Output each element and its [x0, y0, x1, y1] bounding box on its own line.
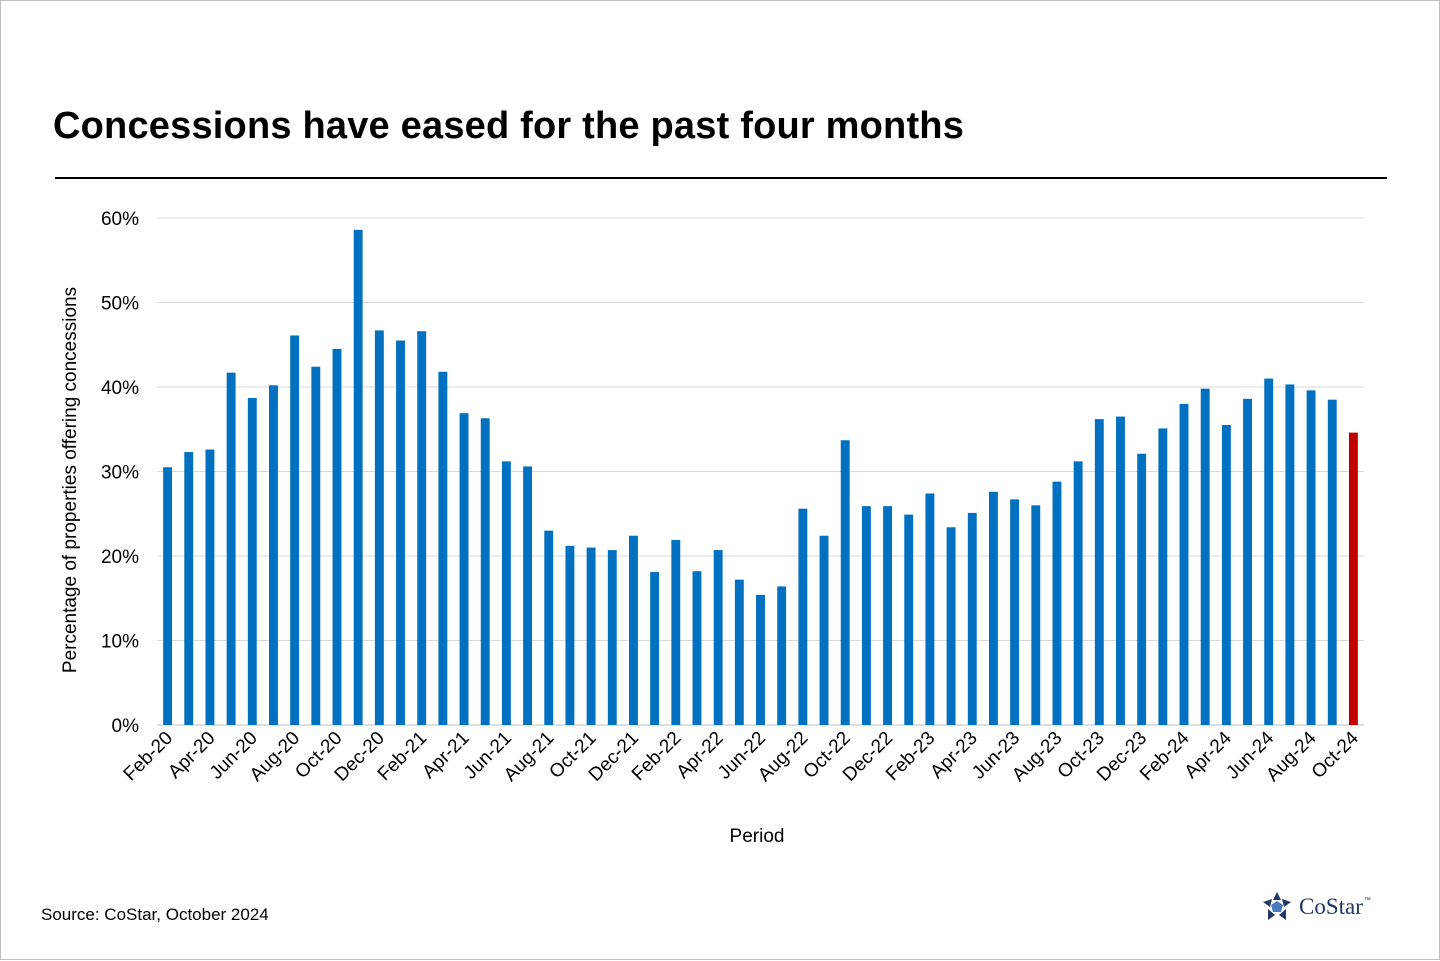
bar-may-20 [226, 372, 236, 725]
bar-apr-20 [205, 449, 215, 725]
x-tick-label: Feb-24 [1136, 727, 1194, 785]
bar-mar-21 [438, 371, 448, 725]
bar-jun-21 [501, 461, 511, 725]
y-tick-labels: 0% 10% 20% 30% 40% 50% 60% [101, 209, 139, 737]
bar-feb-22 [671, 539, 681, 725]
bar-may-22 [734, 579, 744, 725]
bar-jul-22 [777, 586, 787, 725]
bar-feb-20 [163, 467, 173, 725]
y-tick-label: 30% [101, 463, 139, 484]
bar-jan-22 [650, 572, 660, 725]
bar-mar-24 [1200, 388, 1210, 725]
bar-jan-21 [396, 340, 405, 725]
y-tick-label: 10% [101, 632, 139, 653]
title-divider [55, 177, 1387, 179]
source-note: Source: CoStar, October 2024 [41, 905, 269, 924]
y-tick-label: 60% [101, 209, 139, 230]
bar-jul-23 [1031, 505, 1041, 725]
x-tick-label: Oct-24 [1308, 727, 1363, 782]
chart-title: Concessions have eased for the past four… [53, 105, 965, 147]
bar-feb-24 [1179, 403, 1189, 725]
bar-nov-21 [607, 550, 617, 725]
bar-apr-21 [459, 413, 469, 725]
bar-apr-24 [1221, 425, 1231, 725]
bar-apr-23 [967, 512, 977, 725]
bar-oct-20 [332, 348, 342, 725]
bar-sep-22 [819, 535, 829, 725]
y-tick-label: 40% [101, 378, 139, 399]
bar-dec-21 [629, 535, 638, 725]
bar-oct-21 [586, 547, 596, 725]
bar-jun-24 [1264, 378, 1274, 725]
bar-aug-20 [290, 335, 300, 725]
bar-jul-21 [523, 466, 533, 725]
y-tick-label: 20% [101, 547, 139, 568]
bar-jun-23 [1010, 499, 1020, 725]
bar-may-24 [1243, 398, 1252, 725]
bar-apr-22 [713, 550, 723, 725]
y-tick-label: 0% [112, 716, 140, 737]
bar-jun-20 [247, 397, 257, 725]
bar-may-21 [480, 418, 490, 725]
bar-mar-20 [184, 452, 194, 725]
bar-feb-23 [925, 493, 935, 725]
bar-aug-21 [544, 530, 554, 725]
bar-jul-20 [269, 385, 278, 725]
y-tick-label: 50% [101, 294, 139, 315]
bar-oct-23 [1094, 419, 1104, 725]
bar-may-23 [988, 491, 998, 725]
bar-mar-23 [946, 527, 956, 725]
bar-nov-22 [861, 506, 871, 725]
bar-sep-21 [565, 545, 575, 725]
bar-dec-22 [883, 506, 892, 725]
bar-sep-24 [1327, 399, 1337, 725]
bar-nov-23 [1116, 416, 1125, 725]
bar-aug-23 [1052, 481, 1062, 725]
bar-aug-22 [798, 508, 808, 725]
costar-logo: CoStar ™ [1261, 891, 1371, 923]
x-axis-label: Period [730, 826, 785, 847]
bars [163, 229, 1358, 725]
y-axis-label: Percentage of properties offering conces… [60, 287, 81, 673]
bar-jul-24 [1285, 384, 1295, 725]
bar-mar-22 [692, 571, 702, 725]
bar-dec-23 [1137, 453, 1147, 725]
bar-jan-23 [904, 514, 914, 725]
bar-sep-20 [311, 366, 321, 725]
bar-oct-22 [840, 440, 850, 725]
x-tick-labels: Feb-20Apr-20Jun-20Aug-20Oct-20Dec-20Feb-… [120, 727, 1364, 785]
logo-trademark: ™ [1363, 897, 1371, 904]
logo-text: CoStar [1299, 894, 1363, 919]
costar-star-icon [1263, 892, 1291, 920]
bar-dec-20 [374, 330, 384, 725]
bar-feb-21 [417, 331, 427, 725]
bar-jun-22 [756, 594, 765, 725]
bar-nov-20 [353, 229, 363, 725]
bar-oct-24 [1348, 432, 1358, 725]
bar-jan-24 [1158, 428, 1168, 725]
bar-aug-24 [1306, 390, 1316, 725]
bar-sep-23 [1073, 461, 1083, 725]
